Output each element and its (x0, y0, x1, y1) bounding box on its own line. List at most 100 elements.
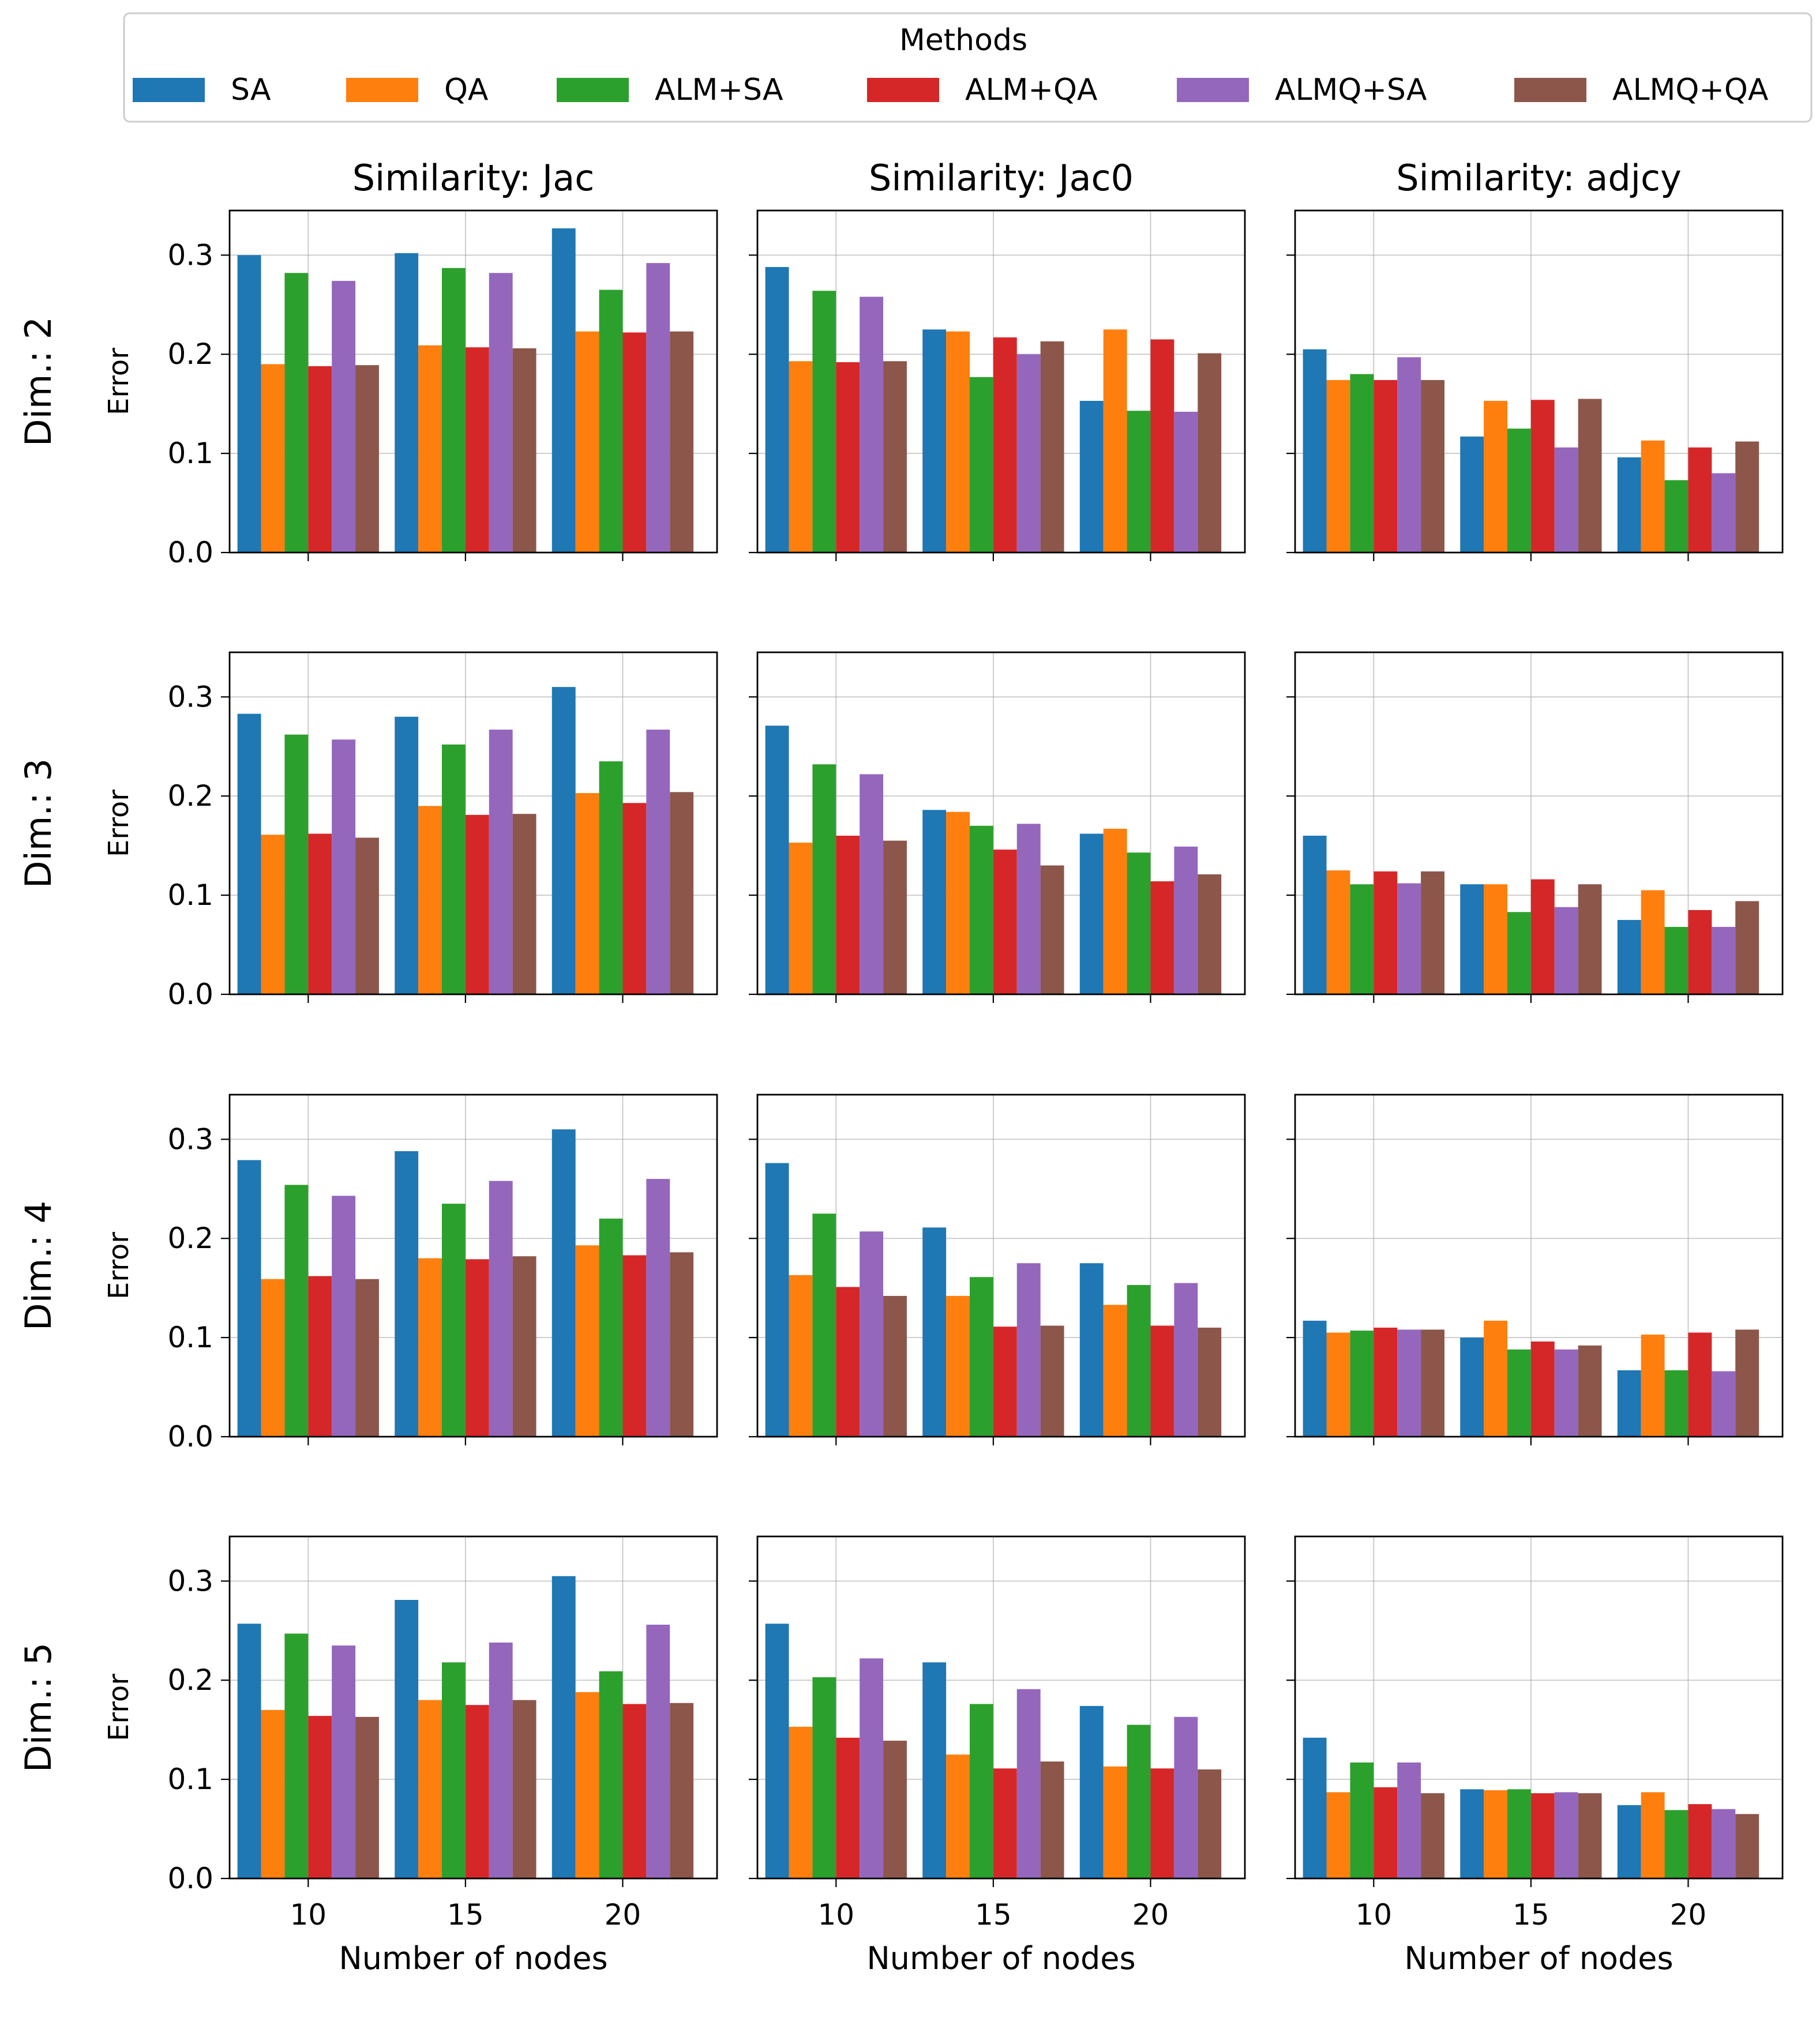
bar-sa-20 (551, 687, 576, 994)
x-tick-label: 10 (290, 1898, 327, 1932)
bar-almq-qa-20 (670, 1703, 694, 1878)
legend-swatch-qa (346, 78, 418, 102)
y-tick-label: 0.1 (167, 1763, 213, 1796)
bar-almq-sa-20 (1174, 1283, 1198, 1437)
bar-almq-qa-15 (1578, 1793, 1602, 1878)
bar-qa-10 (1326, 1792, 1350, 1878)
bar-alm-sa-10 (812, 1677, 836, 1878)
axes-frame (1294, 1094, 1784, 1438)
panel-dim-4-similarity-adjcy (1286, 1094, 1784, 1445)
bar-alm-sa-20 (1664, 927, 1689, 994)
y-tick-label: 0.2 (167, 1663, 213, 1697)
bar-qa-10 (261, 1709, 285, 1878)
bar-alm-sa-10 (284, 1185, 309, 1437)
bar-sa-10 (765, 1163, 789, 1437)
bar-almq-qa-10 (883, 1741, 907, 1878)
bar-alm-qa-10 (308, 1276, 332, 1437)
bar-qa-20 (1103, 329, 1127, 553)
bar-almq-qa-10 (883, 840, 907, 994)
bar-almq-qa-15 (512, 1700, 536, 1878)
y-tick-label: 0.1 (167, 437, 213, 470)
bar-alm-qa-15 (465, 347, 489, 553)
panel-dim-2-similarity-jac0: Similarity: Jac0 (749, 157, 1246, 561)
y-tick-label: 0.1 (167, 878, 213, 912)
x-axis-label: Number of nodes (866, 1940, 1135, 1977)
bar-almq-qa-15 (512, 348, 536, 553)
bar-almq-sa-15 (1016, 354, 1041, 553)
bar-alm-qa-20 (1688, 1332, 1712, 1437)
bar-alm-qa-10 (308, 366, 332, 553)
bar-sa-15 (395, 1600, 419, 1878)
bar-almq-sa-20 (1712, 473, 1736, 553)
bar-almq-qa-10 (355, 1279, 379, 1437)
y-tick-label: 0.0 (167, 536, 213, 569)
bar-almq-sa-20 (1712, 927, 1736, 994)
y-tick-label: 0.0 (167, 1862, 213, 1895)
bar-alm-sa-10 (812, 291, 836, 553)
bar-alm-sa-15 (1507, 1349, 1531, 1437)
bar-alm-qa-20 (1688, 910, 1712, 994)
panel-dim-5-similarity-jac: 0.0 0.1 0.2 0.3 10 15 20 Number of nodes Error (103, 1535, 718, 1977)
bar-alm-qa-20 (1688, 1804, 1712, 1878)
bar-almq-sa-10 (860, 1231, 884, 1437)
bar-alm-qa-10 (836, 362, 860, 553)
bar-alm-qa-20 (1150, 881, 1175, 994)
bar-alm-qa-15 (465, 814, 489, 994)
bar-sa-20 (1617, 1805, 1641, 1878)
panel-dim-3-similarity-jac0 (749, 651, 1246, 1003)
bar-almq-sa-15 (489, 273, 513, 553)
bar-sa-20 (1617, 920, 1641, 994)
bar-qa-10 (1326, 1332, 1350, 1437)
bar-almq-qa-10 (1421, 871, 1444, 994)
bar-alm-sa-15 (969, 1704, 993, 1878)
bar-qa-20 (1641, 1792, 1665, 1878)
axes-frame (1294, 651, 1784, 995)
bar-alm-sa-15 (1507, 1789, 1531, 1878)
bar-almq-qa-20 (1735, 1329, 1759, 1437)
bar-almq-sa-10 (1397, 1329, 1421, 1437)
bar-sa-10 (1303, 1737, 1327, 1878)
bar-qa-15 (1484, 401, 1507, 553)
bar-qa-15 (418, 1700, 442, 1878)
bar-qa-20 (1641, 440, 1665, 553)
bar-almq-qa-15 (1578, 399, 1602, 553)
bar-alm-sa-15 (969, 377, 993, 553)
panel-dim-2-similarity-adjcy: Similarity: adjcy (1286, 157, 1784, 561)
bar-qa-20 (575, 331, 599, 553)
bar-almq-qa-10 (355, 1716, 379, 1878)
bar-alm-qa-15 (1530, 400, 1555, 553)
bar-almq-sa-15 (489, 730, 513, 994)
bar-sa-20 (1079, 1263, 1104, 1437)
y-tick-label: 0.0 (167, 1420, 213, 1453)
bar-almq-qa-15 (1040, 1761, 1064, 1878)
row-label-dim-3: Dim.: 3 (17, 758, 59, 888)
y-tick-label: 0.3 (167, 1122, 213, 1156)
legend-entry-almq-sa: ALMQ+SA (1177, 73, 1427, 107)
bar-qa-15 (1484, 1790, 1507, 1878)
bar-alm-sa-10 (284, 734, 309, 994)
bar-almq-sa-15 (1554, 447, 1578, 553)
panel-dim-2-similarity-jac: 0.0 0.1 0.2 0.3 Similarity: Jac Error (103, 157, 718, 569)
bar-almq-qa-15 (1040, 341, 1064, 553)
bar-sa-15 (1460, 436, 1484, 553)
bar-alm-sa-20 (1664, 1810, 1689, 1878)
bar-qa-10 (789, 1275, 813, 1437)
bar-alm-sa-15 (441, 1204, 466, 1437)
bar-sa-15 (922, 810, 947, 994)
bar-sa-15 (395, 716, 419, 994)
bar-almq-sa-20 (1174, 411, 1198, 553)
bar-alm-sa-20 (599, 1671, 623, 1878)
bar-almq-sa-10 (860, 296, 884, 553)
bar-qa-15 (418, 345, 442, 553)
bar-almq-qa-15 (512, 1256, 536, 1437)
panel-dim-4-similarity-jac: 0.0 0.1 0.2 0.3 Error (103, 1094, 718, 1453)
bar-almq-qa-10 (883, 361, 907, 553)
bar-qa-15 (946, 331, 970, 553)
bar-sa-20 (1079, 1705, 1104, 1878)
bar-almq-qa-20 (1198, 1769, 1222, 1878)
bar-alm-sa-15 (441, 268, 466, 553)
axes-frame (228, 651, 718, 995)
legend-label-qa: QA (444, 73, 489, 107)
bar-alm-qa-10 (1374, 380, 1398, 553)
